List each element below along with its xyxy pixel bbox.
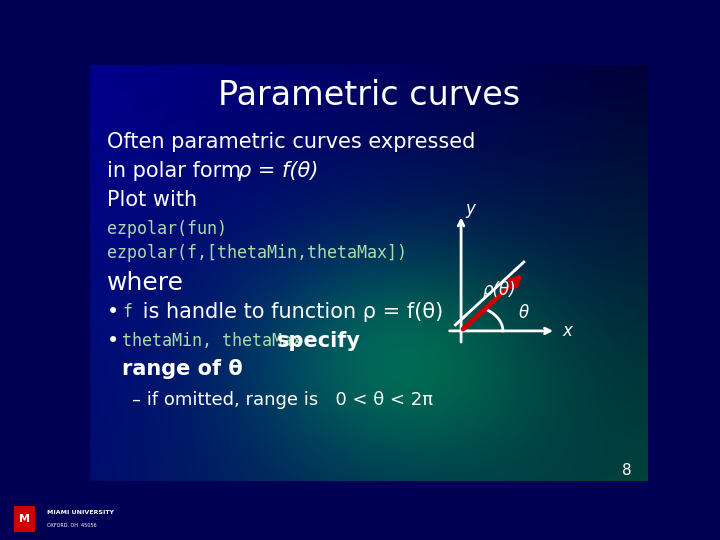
Text: •: •	[107, 332, 119, 352]
Text: MIAMI UNIVERSITY: MIAMI UNIVERSITY	[48, 510, 114, 515]
Text: ezpolar(f,[thetaMin,thetaMax]): ezpolar(f,[thetaMin,thetaMax])	[107, 244, 407, 262]
Text: specify: specify	[277, 332, 361, 352]
Text: x: x	[562, 322, 572, 340]
Text: θ: θ	[518, 305, 528, 322]
Text: ρ(θ): ρ(θ)	[482, 281, 516, 299]
Text: thetaMin, thetaMax: thetaMin, thetaMax	[122, 332, 302, 350]
Text: ρ = f(θ): ρ = f(θ)	[238, 161, 318, 181]
Text: range of θ: range of θ	[122, 359, 243, 379]
Text: Parametric curves: Parametric curves	[218, 79, 520, 112]
Text: where: where	[107, 271, 184, 295]
Text: y: y	[466, 200, 475, 219]
Text: •: •	[107, 302, 125, 322]
Text: – if omitted, range is   0 < θ < 2π: – if omitted, range is 0 < θ < 2π	[132, 390, 433, 409]
Text: Plot with: Plot with	[107, 190, 197, 210]
Text: 8: 8	[621, 463, 631, 478]
Text: OXFORD, OH  45056: OXFORD, OH 45056	[48, 523, 96, 528]
Text: M: M	[19, 514, 30, 524]
Text: is handle to function ρ = f(θ): is handle to function ρ = f(θ)	[136, 302, 443, 322]
Text: f: f	[122, 303, 132, 321]
Text: Often parametric curves expressed: Often parametric curves expressed	[107, 132, 475, 152]
FancyBboxPatch shape	[14, 507, 35, 531]
Text: in polar form: in polar form	[107, 161, 241, 181]
Text: ezpolar(fun): ezpolar(fun)	[107, 220, 227, 238]
